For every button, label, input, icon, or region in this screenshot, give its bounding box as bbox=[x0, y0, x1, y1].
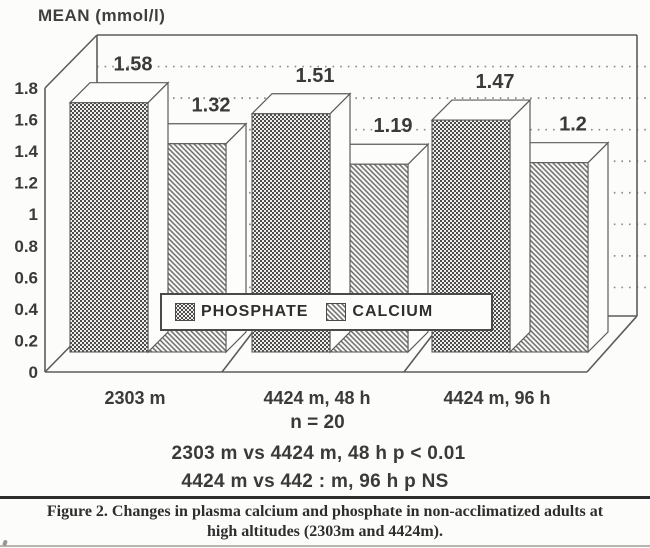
calcium-swatch-icon bbox=[326, 303, 347, 321]
figure-caption-line2: high altitudes (2303m and 4424m). bbox=[206, 523, 444, 540]
legend-item-phosphate: PHOSPHATE bbox=[175, 303, 308, 321]
bar-value-label: 1.19 bbox=[374, 115, 413, 137]
y-tick-label: 1.6 bbox=[14, 111, 38, 130]
bar-phosphate-0-front-face bbox=[69, 102, 149, 353]
category-label: 4424 m, 48 h bbox=[263, 388, 370, 408]
value-labels: 1.58 1.32 1.51 1.19 1.47 1.2 bbox=[114, 54, 587, 138]
y-tick-label: 1.4 bbox=[14, 142, 38, 161]
y-tick-label: 1.2 bbox=[14, 174, 38, 193]
bar-value-label: 1.32 bbox=[192, 95, 231, 117]
bar-calcium-2-side-face bbox=[587, 141, 609, 354]
y-axis-title: MEAN (mmol/l) bbox=[38, 6, 166, 25]
bar-phosphate-0 bbox=[68, 81, 170, 354]
legend-label-phosphate: PHOSPHATE bbox=[201, 303, 309, 320]
bar-value-label: 1.2 bbox=[559, 114, 587, 136]
legend: PHOSPHATE CALCIUM bbox=[160, 293, 493, 331]
figure-caption: Figure 2. Changes in plasma calcium and … bbox=[0, 502, 650, 542]
y-tick-label: 0.2 bbox=[14, 331, 38, 350]
y-tick-labels: 1.8 1.6 1.4 1.2 1 0.8 0.6 0.4 0.2 0 bbox=[14, 79, 38, 382]
stat-comparison-1: 2303 m vs 4424 m, 48 h p < 0.01 bbox=[171, 443, 466, 464]
y-tick-label: 0.4 bbox=[14, 300, 38, 319]
floor-right-edge bbox=[586, 315, 638, 373]
bar-value-label: 1.51 bbox=[296, 65, 335, 87]
legend-item-calcium: CALCIUM bbox=[326, 303, 433, 321]
legend-label-calcium: CALCIUM bbox=[352, 303, 434, 320]
caption-divider-rule bbox=[0, 496, 650, 499]
figure-caption-line1: Figure 2. Changes in plasma calcium and … bbox=[46, 503, 604, 520]
left-wall-top-edge bbox=[44, 34, 98, 89]
bar-phosphate-2-side-face bbox=[509, 98, 531, 354]
category-tick-1 bbox=[221, 332, 253, 373]
sample-size-note: n = 20 bbox=[290, 412, 345, 433]
stat-comparison-2: 4424 m vs 442 : m, 96 h p NS bbox=[181, 471, 449, 492]
y-tick-label: 1.8 bbox=[14, 79, 38, 98]
y-tick-label: 0 bbox=[29, 363, 38, 382]
y-tick-label: 0.8 bbox=[14, 237, 38, 256]
category-labels: 2303 m 4424 m, 48 h 4424 m, 96 h bbox=[104, 388, 550, 408]
bar-chart-3d: 1.81.61.41.210.80.60.40.20 1.581.321.511… bbox=[14, 34, 646, 408]
phosphate-swatch-icon bbox=[175, 303, 195, 321]
y-tick-label: 1 bbox=[29, 205, 38, 224]
category-label: 2303 m bbox=[104, 388, 165, 408]
category-label: 4424 m, 96 h bbox=[443, 388, 550, 408]
scan-edge-artifact bbox=[0, 545, 650, 547]
bar-value-label: 1.47 bbox=[476, 71, 515, 93]
y-tick-label: 0.6 bbox=[14, 268, 38, 287]
category-tick-2 bbox=[403, 332, 435, 373]
bar-value-label: 1.58 bbox=[114, 54, 153, 76]
